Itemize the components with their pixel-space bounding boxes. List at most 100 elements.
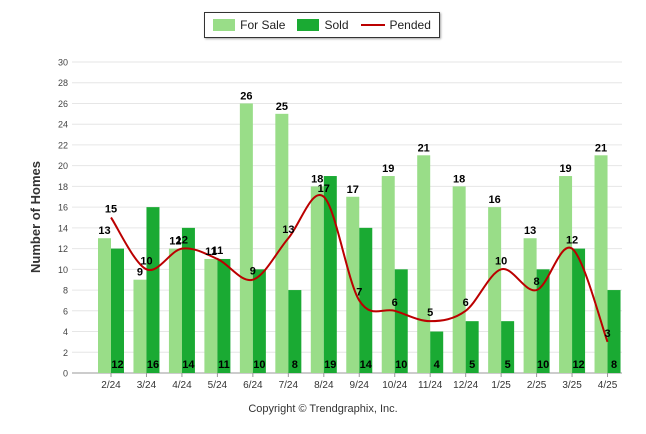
y-tick-label: 10 (58, 265, 68, 275)
bar-sold[interactable] (111, 248, 124, 373)
bar-sold[interactable] (536, 269, 550, 373)
data-label-for-sale: 17 (347, 184, 359, 196)
x-tick-label: 2/25 (527, 380, 547, 391)
data-label-sold: 14 (182, 359, 195, 371)
bar-for-sale[interactable] (417, 155, 431, 373)
bar-for-sale[interactable] (204, 258, 218, 373)
data-label-pended: 10 (140, 255, 152, 267)
y-tick-label: 16 (58, 203, 68, 213)
bar-sold[interactable] (501, 321, 515, 373)
pended-line-layer (110, 194, 609, 343)
data-label-pended: 8 (534, 276, 540, 288)
x-tick-label: 9/24 (350, 380, 370, 391)
data-label-pended: 5 (427, 307, 433, 319)
data-label-sold: 10 (395, 359, 407, 371)
legend-label-sold: Sold (324, 18, 349, 32)
bars (98, 103, 621, 373)
x-axis-ticks: 2/24 3/24 4/24 5/24 6/24 7/24 8/24 9/24 10/24 11/… (101, 373, 618, 391)
data-label-sold: 8 (292, 359, 298, 371)
data-label-for-sale: 9 (137, 267, 143, 279)
data-label-sold: 5 (505, 359, 511, 371)
legend-label-for-sale: For Sale (240, 18, 286, 32)
data-label-sold: 10 (537, 359, 549, 371)
bar-sold[interactable] (394, 269, 408, 373)
bar-for-sale[interactable] (523, 238, 537, 373)
bar-sold[interactable] (323, 176, 337, 373)
y-tick-label: 8 (63, 286, 68, 296)
data-label-for-sale: 25 (276, 101, 288, 113)
x-tick-label: 11/24 (418, 380, 443, 391)
bar-sold[interactable] (146, 207, 160, 373)
pended-line[interactable] (110, 194, 609, 343)
bar-sold[interactable] (465, 321, 479, 373)
y-tick-label: 6 (63, 306, 68, 316)
bar-for-sale[interactable] (98, 238, 111, 373)
data-label-for-sale: 18 (453, 173, 465, 185)
y-tick-label: 26 (58, 99, 68, 109)
bar-for-sale[interactable] (559, 176, 573, 373)
bar-for-sale[interactable] (594, 155, 608, 373)
data-label-for-sale: 12 (169, 236, 181, 248)
y-tick-label: 30 (58, 58, 68, 68)
y-tick-label: 28 (58, 78, 68, 88)
x-tick-label: 6/24 (243, 380, 263, 391)
data-label-for-sale: 21 (595, 142, 607, 154)
bar-for-sale[interactable] (168, 248, 182, 373)
data-label-pended: 3 (604, 328, 610, 340)
data-label-sold: 10 (253, 359, 265, 371)
x-tick-label: 10/24 (382, 380, 407, 391)
y-tick-label: 24 (58, 120, 68, 130)
bar-for-sale[interactable] (275, 113, 289, 373)
bar-sold[interactable] (607, 290, 621, 373)
legend-item-for-sale[interactable]: For Sale (213, 18, 285, 32)
bar-sold[interactable] (252, 269, 266, 373)
bar-for-sale[interactable] (381, 176, 395, 373)
y-tick-label: 4 (63, 327, 68, 337)
y-tick-label: 18 (58, 182, 68, 192)
data-label-pended: 12 (176, 235, 188, 247)
x-tick-label: 4/25 (598, 380, 618, 391)
data-label-for-sale: 26 (240, 90, 252, 102)
data-label-for-sale: 18 (311, 173, 323, 185)
bar-for-sale[interactable] (310, 186, 324, 373)
bar-for-sale[interactable] (239, 103, 253, 373)
x-tick-label: 7/24 (279, 380, 299, 391)
bar-sold[interactable] (572, 248, 586, 373)
data-label-pended: 6 (392, 297, 398, 309)
data-label-pended: 17 (318, 183, 330, 195)
bar-sold[interactable] (288, 290, 302, 373)
x-tick-label: 2/24 (101, 380, 121, 391)
bar-for-sale[interactable] (488, 207, 502, 373)
legend-item-pended[interactable]: Pended (360, 18, 431, 32)
x-tick-label: 5/24 (208, 380, 228, 391)
data-label-pended: 11 (212, 245, 224, 257)
data-label-pended: 9 (250, 266, 256, 278)
data-labels: 1312916121411112610258181917141910214185… (98, 90, 617, 371)
sold-swatch (297, 19, 320, 31)
x-tick-label: 1/25 (491, 380, 511, 391)
data-label-pended: 7 (356, 286, 362, 298)
y-tick-label: 22 (58, 140, 68, 150)
bar-for-sale[interactable] (133, 279, 147, 373)
y-tick-label: 20 (58, 161, 68, 171)
bar-for-sale[interactable] (452, 186, 466, 373)
legend-label-pended: Pended (389, 18, 431, 32)
bar-sold[interactable] (181, 227, 195, 373)
data-label-for-sale: 16 (489, 194, 501, 206)
bar-sold[interactable] (359, 227, 373, 373)
data-label-pended: 15 (105, 204, 117, 216)
x-tick-label: 3/24 (137, 380, 157, 391)
data-label-pended: 6 (463, 297, 469, 309)
data-label-pended: 12 (566, 235, 578, 247)
for-sale-swatch (213, 19, 236, 31)
data-label-sold: 14 (360, 359, 373, 371)
data-label-pended: 13 (282, 224, 294, 236)
y-tick-label: 2 (63, 348, 68, 358)
bar-sold[interactable] (217, 258, 231, 373)
y-tick-label: 12 (58, 244, 68, 254)
legend-item-sold[interactable]: Sold (297, 18, 349, 32)
bar-sold[interactable] (430, 331, 444, 373)
legend: For Sale Sold Pended (204, 12, 440, 38)
